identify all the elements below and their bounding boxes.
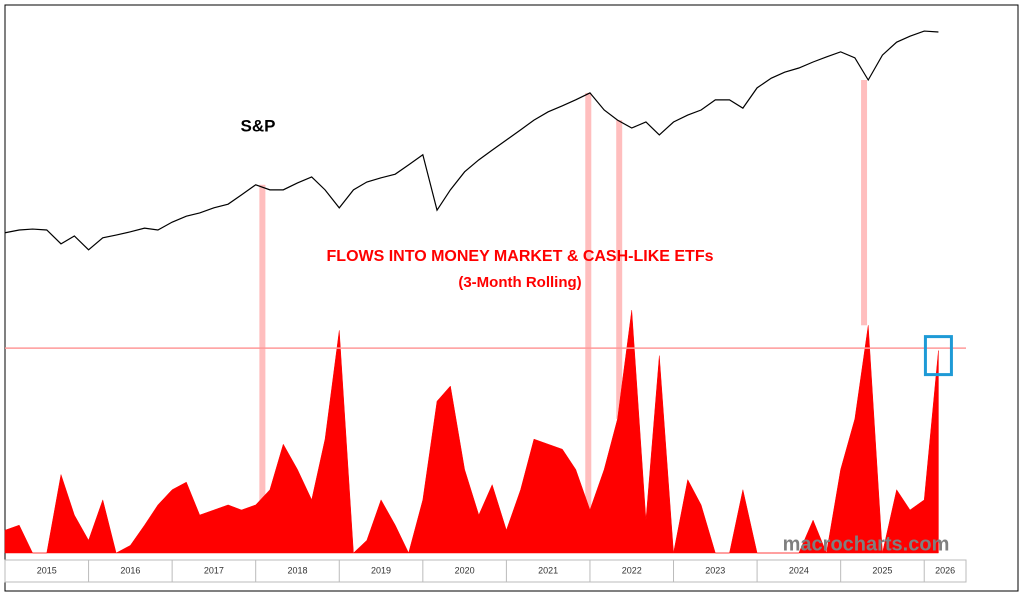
highlight-span [259,184,266,505]
x-tick-label: 2025 [872,565,892,575]
x-tick-label: 2023 [705,565,725,575]
highlight-span [616,120,623,419]
x-axis-band [4,559,967,583]
sp-line [4,30,939,251]
x-tick-label: 2024 [789,565,809,575]
x-tick-label: 2016 [120,565,140,575]
flows-area [4,310,939,554]
highlight-span [585,92,592,510]
chart-subtitle: (3-Month Rolling) [458,274,581,291]
highlight-span [861,80,868,326]
chart-title: FLOWS INTO MONEY MARKET & CASH-LIKE ETFs [327,248,714,265]
series-label: S&P [241,116,276,135]
x-tick-label: 2015 [37,565,57,575]
x-tick-label: 2026 [935,565,955,575]
latest-highlight-box [923,335,953,377]
x-tick-label: 2021 [538,565,558,575]
x-tick-label: 2018 [287,565,307,575]
watermark: macrocharts.com [783,533,950,555]
x-tick-label: 2017 [204,565,224,575]
x-tick-label: 2019 [371,565,391,575]
x-tick-label: 2020 [455,565,475,575]
x-tick-label: 2022 [622,565,642,575]
